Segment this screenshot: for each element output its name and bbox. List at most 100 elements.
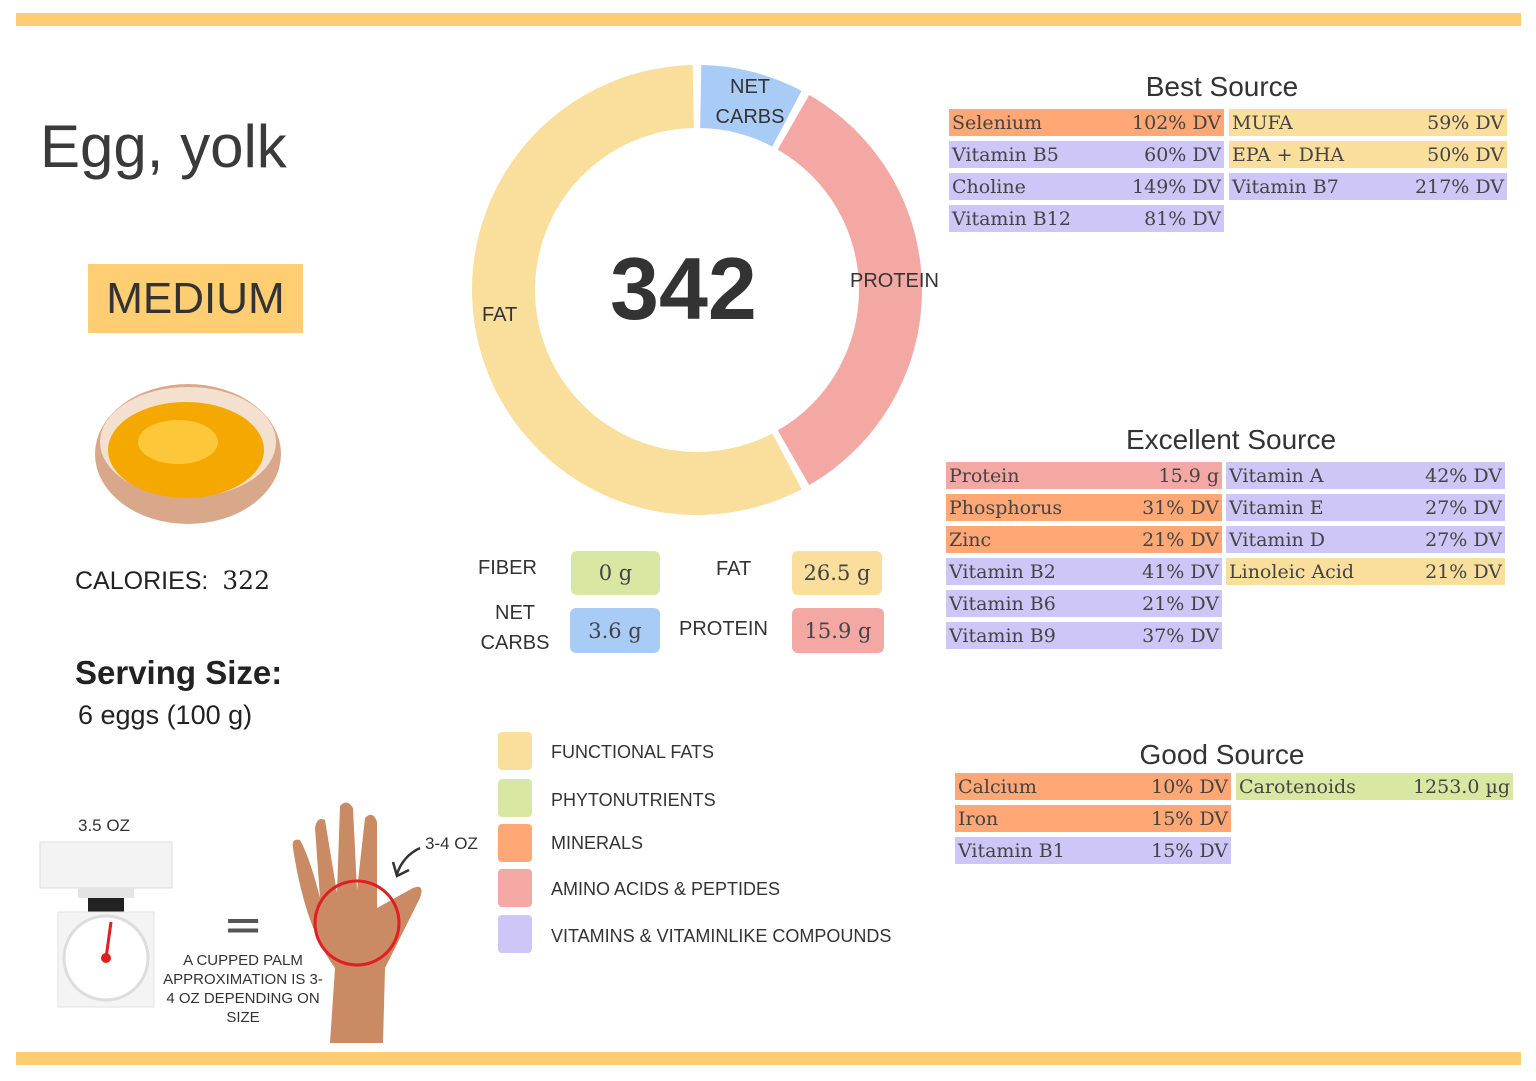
- nutrient-name: Vitamin E: [1229, 496, 1324, 519]
- best-source-title: Best Source: [1145, 71, 1299, 102]
- nutrient-name: Vitamin B1: [958, 839, 1065, 862]
- legend-swatch-minerals: [498, 824, 532, 862]
- nutrient-value: 21% DV: [1425, 560, 1502, 583]
- bottom-bar: [16, 1052, 1521, 1065]
- legend-functional-fats: FUNCTIONAL FATS: [551, 742, 715, 762]
- nutrient-name: Vitamin B5: [952, 143, 1059, 166]
- donut-label-fat: FAT: [482, 304, 518, 326]
- nutrient-name: Iron: [958, 807, 999, 830]
- legend-phytonutrients: PHYTONUTRIENTS: [551, 790, 716, 810]
- nutrient-value: 217% DV: [1415, 175, 1504, 198]
- nutrient-name: Vitamin B9: [949, 624, 1056, 647]
- best-source-row: Vitamin B5 60% DV: [949, 141, 1224, 168]
- scale-label: 3.5 OZ: [78, 816, 130, 835]
- nutrient-name: Vitamin B2: [949, 560, 1056, 583]
- nutrient-name: Selenium: [952, 111, 1043, 134]
- fat-label: FAT: [716, 558, 752, 580]
- nutrient-value: 27% DV: [1425, 496, 1502, 519]
- nutrient-name: Calcium: [958, 775, 1037, 798]
- excellent-source-row: Vitamin D 27% DV: [1226, 526, 1505, 553]
- fat-value: 26.5 g: [792, 551, 882, 595]
- nutrient-name: Linoleic Acid: [1229, 560, 1355, 583]
- best-source-row: EPA + DHA 50% DV: [1229, 141, 1507, 168]
- excellent-source-row: Vitamin B9 37% DV: [946, 622, 1222, 649]
- excellent-source-row: Protein 15.9 g: [946, 462, 1222, 489]
- calories-value: 322: [222, 566, 270, 595]
- hand-image: [292, 802, 422, 1043]
- donut-segment-fat: [471, 65, 802, 515]
- protein-value: 15.9 g: [792, 608, 884, 653]
- fiber-label: FIBER: [478, 557, 537, 579]
- best-source-row: MUFA 59% DV: [1229, 109, 1507, 136]
- nutrient-value: 42% DV: [1425, 464, 1502, 487]
- legend-swatch-amino-acids: [498, 869, 532, 907]
- best-source-row: Choline 149% DV: [949, 173, 1224, 200]
- serving-size-label: Serving Size:: [75, 654, 283, 691]
- excellent-source-row: Vitamin B6 21% DV: [946, 590, 1222, 617]
- nutrient-value: 21% DV: [1142, 528, 1219, 551]
- calorie-donut-chart: [471, 65, 922, 515]
- net-carbs-label: NET CARBS: [480, 602, 550, 654]
- calories-label: CALORIES:: [75, 567, 209, 595]
- nutrient-value: 59% DV: [1427, 111, 1504, 134]
- size-badge: MEDIUM: [88, 264, 303, 333]
- legend-swatch-phytonutrients: [498, 779, 532, 817]
- excellent-source-row: Vitamin B2 41% DV: [946, 558, 1222, 585]
- donut-segment-net-carbs: [700, 65, 802, 147]
- nutrient-name: Vitamin A: [1229, 464, 1324, 487]
- nutrient-name: EPA + DHA: [1232, 143, 1345, 166]
- legend-amino-acids: AMINO ACIDS & PEPTIDES: [551, 879, 781, 899]
- good-source-row: Iron 15% DV: [955, 805, 1231, 832]
- nutrient-value: 1253.0 µg: [1412, 775, 1510, 798]
- good-source-title: Good Source: [1139, 739, 1305, 770]
- calories: CALORIES: 322: [75, 566, 270, 596]
- excellent-source-row: Phosphorus 31% DV: [946, 494, 1222, 521]
- nutrient-name: Zinc: [949, 528, 992, 551]
- fiber-value: 0 g: [571, 551, 660, 595]
- net-carbs-value: 3.6 g: [570, 608, 660, 653]
- nutrient-value: 10% DV: [1151, 775, 1228, 798]
- legend-vitamins: VITAMINS & VITAMINLIKE COMPOUNDS: [551, 926, 892, 946]
- equals-sign: =: [223, 897, 264, 953]
- nutrient-value: 21% DV: [1142, 592, 1219, 615]
- nutrient-value: 37% DV: [1142, 624, 1219, 647]
- nutrient-value: 102% DV: [1132, 111, 1221, 134]
- nutrient-name: Vitamin B12: [952, 207, 1071, 230]
- nutrient-value: 50% DV: [1427, 143, 1504, 166]
- nutrient-name: Vitamin B6: [949, 592, 1056, 615]
- nutrient-name: Vitamin D: [1229, 528, 1326, 551]
- nutrient-value: 41% DV: [1142, 560, 1219, 583]
- excellent-source-row: Vitamin E 27% DV: [1226, 494, 1505, 521]
- nutrient-name: Protein: [949, 464, 1020, 487]
- food-title: Egg, yolk: [40, 113, 287, 180]
- nutrient-name: Vitamin B7: [1232, 175, 1339, 198]
- nutrient-value: 15% DV: [1151, 807, 1228, 830]
- kitchen-scale-image: [39, 841, 173, 1008]
- excellent-source-title: Excellent Source: [1125, 424, 1337, 455]
- palm-note: A CUPPED PALM APPROXIMATION IS 3-4 OZ DE…: [163, 952, 323, 1026]
- nutrient-value: 60% DV: [1144, 143, 1221, 166]
- nutrient-value: 15% DV: [1151, 839, 1228, 862]
- best-source-row: Vitamin B7 217% DV: [1229, 173, 1507, 200]
- best-source-row: Selenium 102% DV: [949, 109, 1224, 136]
- nutrient-value: 27% DV: [1425, 528, 1502, 551]
- nutrient-value: 15.9 g: [1158, 464, 1219, 487]
- nutrient-name: Phosphorus: [949, 496, 1063, 519]
- protein-label: PROTEIN: [679, 618, 768, 640]
- best-source-row: Vitamin B12 81% DV: [949, 205, 1224, 232]
- legend-swatch-functional-fats: [498, 732, 532, 770]
- top-bar: [16, 13, 1521, 26]
- hand-label: 3-4 OZ: [425, 834, 478, 853]
- donut-label-protein: PROTEIN: [850, 270, 939, 292]
- good-source-row: Carotenoids 1253.0 µg: [1236, 773, 1513, 800]
- donut-label-net-carbs: NET CARBS: [715, 76, 785, 128]
- donut-center-value: 342: [610, 239, 757, 338]
- nutrient-name: MUFA: [1232, 111, 1293, 134]
- serving-size-value: 6 eggs (100 g): [78, 700, 253, 730]
- nutrient-name: Choline: [952, 175, 1026, 198]
- excellent-source-row: Linoleic Acid 21% DV: [1226, 558, 1505, 585]
- legend-swatch-vitamins: [498, 915, 532, 953]
- good-source-row: Calcium 10% DV: [955, 773, 1231, 800]
- legend-minerals: MINERALS: [551, 833, 644, 853]
- excellent-source-row: Zinc 21% DV: [946, 526, 1222, 553]
